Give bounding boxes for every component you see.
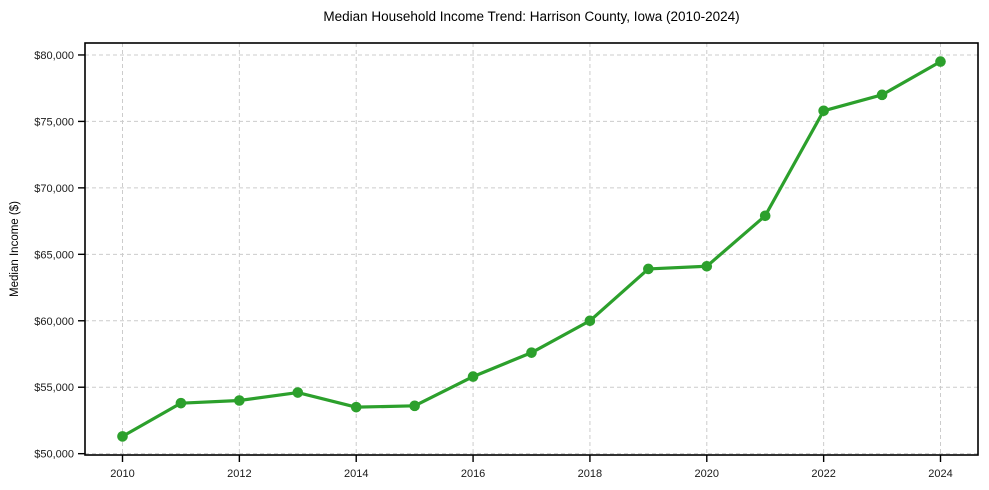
data-point bbox=[409, 400, 420, 412]
plot-border bbox=[84, 42, 979, 456]
y-tick-label: $70,000 bbox=[34, 183, 74, 195]
data-point bbox=[350, 401, 362, 413]
data-point bbox=[701, 260, 713, 272]
y-tick-label: $50,000 bbox=[34, 449, 74, 461]
x-tick-label: 2018 bbox=[578, 468, 602, 480]
data-point bbox=[467, 371, 479, 382]
y-tick-label: $60,000 bbox=[34, 316, 74, 328]
plot-area bbox=[85, 43, 978, 455]
x-tick-label: 2024 bbox=[928, 468, 952, 480]
chart-title: Median Household Income Trend: Harrison … bbox=[323, 9, 740, 24]
y-tick-label: $80,000 bbox=[34, 50, 74, 62]
data-point bbox=[818, 105, 829, 117]
data-point bbox=[117, 431, 128, 442]
x-tick-label: 2022 bbox=[811, 468, 835, 480]
data-point bbox=[175, 397, 187, 409]
data-point bbox=[643, 263, 654, 275]
x-tick-label: 2016 bbox=[461, 468, 485, 480]
y-tick-label: $75,000 bbox=[34, 116, 74, 128]
x-tick-label: 2014 bbox=[344, 468, 368, 480]
data-point bbox=[759, 210, 771, 222]
data-point bbox=[935, 56, 946, 67]
x-tick-label: 2020 bbox=[695, 468, 719, 480]
data-point bbox=[876, 89, 888, 101]
x-tick-label: 2010 bbox=[110, 468, 134, 480]
y-tick-label: $65,000 bbox=[34, 249, 74, 261]
data-point bbox=[234, 395, 245, 406]
data-point bbox=[584, 315, 596, 327]
data-point bbox=[292, 387, 304, 398]
x-tick-label: 2012 bbox=[227, 468, 251, 480]
data-point bbox=[526, 347, 537, 358]
y-tick-label: $55,000 bbox=[34, 382, 74, 394]
